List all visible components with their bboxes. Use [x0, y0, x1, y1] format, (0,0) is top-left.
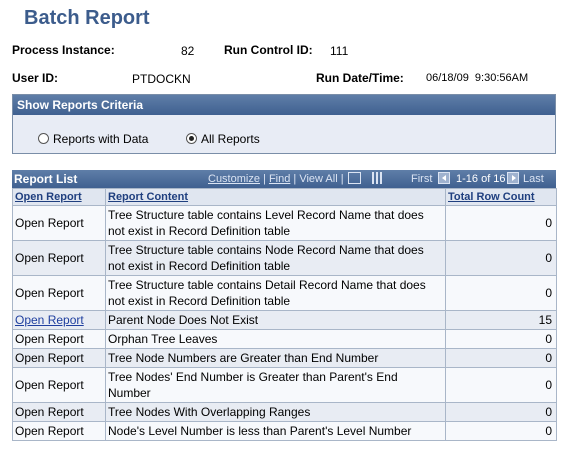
table-row: Open Report Tree Node Numbers are Greate… — [12, 348, 557, 368]
radio-all-reports-label[interactable]: All Reports — [201, 132, 260, 146]
run-control-value: 111 — [330, 44, 349, 58]
grid-tools: Customize | Find | View All | — [208, 173, 344, 185]
open-report-button[interactable]: Open Report — [12, 421, 106, 441]
report-list-grid: Report List Customize | Find | View All … — [12, 170, 557, 441]
report-content: Tree Node Numbers are Greater than End N… — [105, 348, 446, 368]
last-label[interactable]: Last — [523, 173, 544, 185]
table-row: Open Report Tree Structure table contain… — [12, 275, 557, 311]
table-row: Open Report Node's Level Number is less … — [12, 421, 557, 441]
page-title: Batch Report — [24, 7, 150, 29]
table-row: Open Report Tree Nodes With Overlapping … — [12, 402, 557, 422]
col-total-row-count[interactable]: Total Row Count — [445, 188, 557, 206]
row-count: 0 — [445, 348, 557, 368]
report-content: Tree Nodes' End Number is Greater than P… — [105, 367, 446, 403]
next-page-icon[interactable] — [507, 172, 519, 184]
row-count: 0 — [445, 421, 557, 441]
row-count: 0 — [445, 275, 557, 311]
radio-all-reports[interactable] — [186, 133, 197, 144]
col-report-content[interactable]: Report Content — [105, 188, 446, 206]
process-instance-label: Process Instance: — [12, 43, 115, 57]
open-report-button[interactable]: Open Report — [12, 402, 106, 422]
criteria-header: Show Reports Criteria — [13, 95, 555, 115]
row-count: 0 — [445, 402, 557, 422]
separator: | — [340, 173, 344, 185]
open-report-link[interactable]: Open Report — [12, 310, 106, 330]
find-link[interactable]: Find — [268, 173, 291, 185]
radio-reports-with-data-label[interactable]: Reports with Data — [53, 132, 149, 146]
user-id-value: PTDOCKN — [132, 72, 191, 86]
separator: | — [263, 173, 266, 185]
open-report-button[interactable]: Open Report — [12, 367, 106, 403]
open-report-button[interactable]: Open Report — [12, 329, 106, 349]
run-datetime-value: 06/18/09 9:30:56AM — [426, 72, 529, 84]
row-count: 15 — [445, 310, 557, 330]
radio-reports-with-data[interactable] — [38, 133, 49, 144]
open-report-button[interactable]: Open Report — [12, 348, 106, 368]
table-row: Open Report Tree Nodes' End Number is Gr… — [12, 367, 557, 403]
run-control-label: Run Control ID: — [224, 43, 313, 57]
report-content: Tree Structure table contains Level Reco… — [105, 205, 446, 241]
table-row: Open Report Orphan Tree Leaves 0 — [12, 329, 557, 349]
separator: | — [293, 173, 297, 185]
show-reports-criteria-group: Show Reports Criteria Reports with Data … — [12, 94, 556, 154]
report-content: Tree Structure table contains Detail Rec… — [105, 275, 446, 311]
open-report-button[interactable]: Open Report — [12, 240, 106, 276]
row-range: 1-16 of 16 — [456, 173, 506, 185]
col-open-report[interactable]: Open Report — [12, 188, 106, 206]
previous-page-icon[interactable] — [438, 172, 450, 184]
customize-link[interactable]: Customize — [208, 173, 260, 185]
table-row: Open Report Tree Structure table contain… — [12, 240, 557, 276]
table-row: Open Report Parent Node Does Not Exist 1… — [12, 310, 557, 330]
view-all-link[interactable]: View All — [299, 173, 338, 185]
report-content: Tree Structure table contains Node Recor… — [105, 240, 446, 276]
report-content: Parent Node Does Not Exist — [105, 310, 446, 330]
report-list-header: Report List Customize | Find | View All … — [12, 170, 556, 188]
process-instance-value: 82 — [181, 44, 195, 58]
open-report-button[interactable]: Open Report — [12, 275, 106, 311]
table-row: Open Report Tree Structure table contain… — [12, 205, 557, 241]
row-count: 0 — [445, 367, 557, 403]
open-report-button[interactable]: Open Report — [12, 205, 106, 241]
user-id-label: User ID: — [12, 71, 59, 85]
report-table: Open Report Report Content Total Row Cou… — [12, 188, 557, 441]
first-label[interactable]: First — [411, 173, 433, 185]
row-count: 0 — [445, 240, 557, 276]
new-window-icon[interactable] — [348, 172, 361, 184]
report-content: Tree Nodes With Overlapping Ranges — [105, 402, 446, 422]
run-datetime-label: Run Date/Time: — [316, 71, 404, 85]
download-grid-icon[interactable] — [372, 172, 384, 184]
report-list-title: Report List — [14, 172, 78, 186]
report-content: Node's Level Number is less than Parent'… — [105, 421, 446, 441]
row-count: 0 — [445, 205, 557, 241]
report-content: Orphan Tree Leaves — [105, 329, 446, 349]
row-count: 0 — [445, 329, 557, 349]
